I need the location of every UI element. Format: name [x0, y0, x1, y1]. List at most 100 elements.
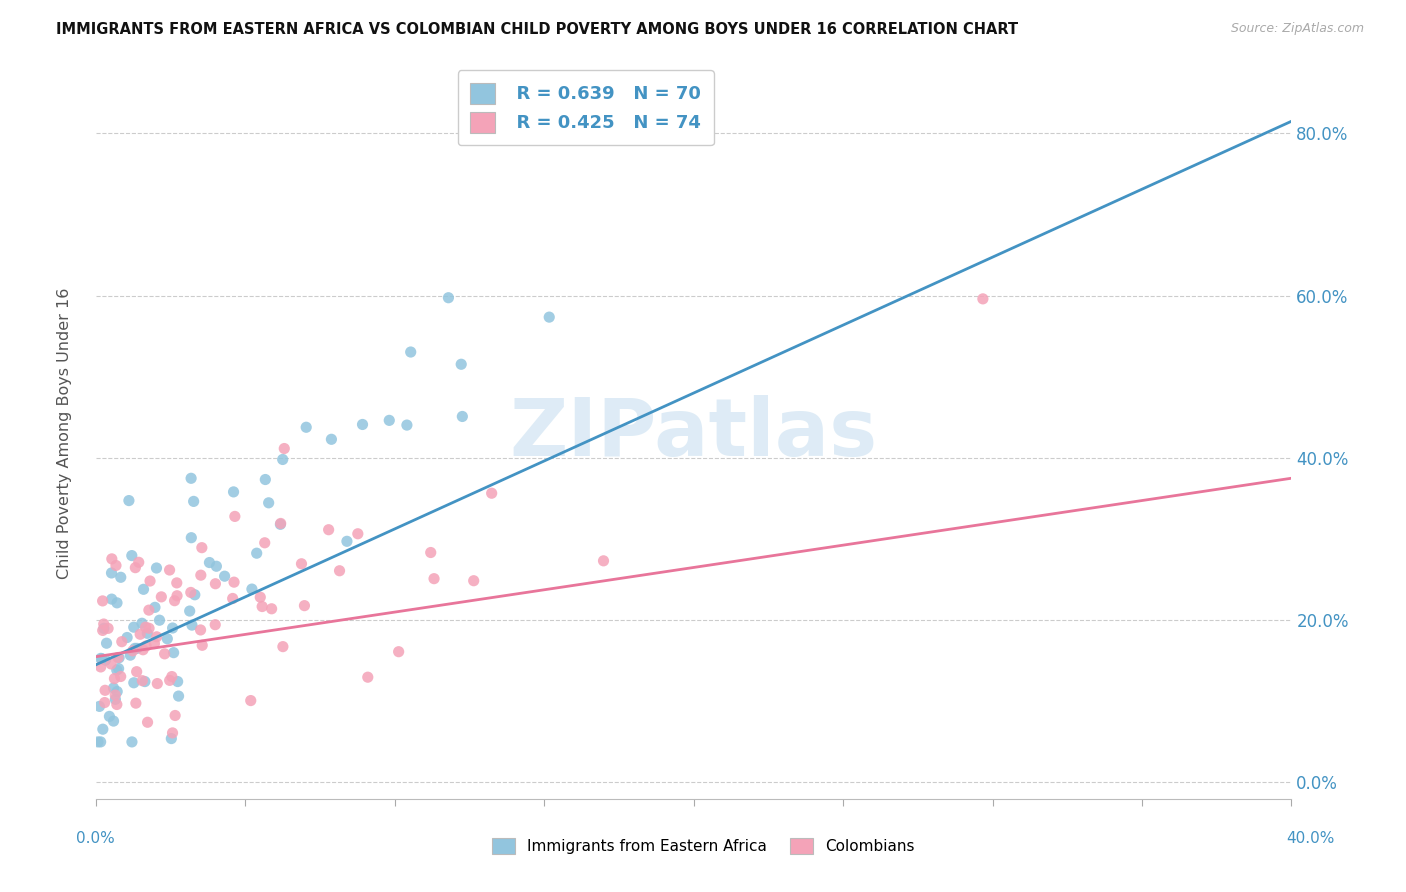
Point: [100, 657, 122, 671]
Point: [592, 554, 614, 568]
Point: [180, 531, 202, 545]
Point: [451, 409, 474, 424]
Point: [214, 569, 236, 583]
Point: [166, 674, 188, 689]
Point: [481, 486, 503, 500]
Legend: Immigrants from Eastern Africa, Colombians: Immigrants from Eastern Africa, Colombia…: [484, 830, 922, 862]
Point: [222, 575, 245, 590]
Point: [240, 582, 263, 596]
Point: [450, 357, 472, 371]
Point: [121, 549, 143, 563]
Point: [159, 673, 181, 688]
Point: [163, 593, 186, 607]
Point: [180, 585, 202, 599]
Point: [94, 683, 117, 698]
Point: [198, 556, 221, 570]
Point: [423, 572, 446, 586]
Point: [124, 641, 146, 656]
Text: IMMIGRANTS FROM EASTERN AFRICA VS COLOMBIAN CHILD POVERTY AMONG BOYS UNDER 16 CO: IMMIGRANTS FROM EASTERN AFRICA VS COLOMB…: [56, 22, 1018, 37]
Point: [121, 735, 143, 749]
Point: [388, 645, 411, 659]
Point: [166, 589, 188, 603]
Point: [162, 726, 184, 740]
Point: [160, 669, 183, 683]
Point: [204, 617, 226, 632]
Point: [124, 560, 146, 574]
Point: [295, 420, 318, 434]
Point: [136, 715, 159, 730]
Point: [378, 413, 401, 427]
Point: [139, 574, 162, 588]
Point: [105, 698, 128, 712]
Point: [148, 613, 170, 627]
Point: [181, 618, 204, 632]
Point: [91, 722, 114, 736]
Point: [146, 676, 169, 690]
Point: [103, 681, 125, 695]
Text: 40.0%: 40.0%: [1286, 831, 1334, 846]
Point: [294, 599, 316, 613]
Point: [346, 526, 368, 541]
Text: ZIPatlas: ZIPatlas: [509, 394, 877, 473]
Point: [107, 650, 129, 665]
Point: [191, 638, 214, 652]
Point: [222, 484, 245, 499]
Point: [90, 660, 112, 674]
Point: [131, 616, 153, 631]
Point: [134, 674, 156, 689]
Text: 0.0%: 0.0%: [76, 831, 115, 846]
Point: [131, 673, 153, 688]
Point: [239, 693, 262, 707]
Point: [108, 650, 131, 665]
Point: [246, 546, 269, 560]
Point: [270, 516, 292, 531]
Point: [191, 541, 214, 555]
Point: [179, 604, 201, 618]
Point: [98, 709, 121, 723]
Point: [128, 555, 150, 569]
Point: [115, 631, 138, 645]
Point: [132, 642, 155, 657]
Point: [104, 558, 127, 573]
Point: [160, 731, 183, 746]
Point: [162, 646, 184, 660]
Legend:   R = 0.639   N = 70,   R = 0.425   N = 74: R = 0.639 N = 70, R = 0.425 N = 74: [457, 70, 714, 145]
Point: [183, 494, 205, 508]
Point: [399, 345, 422, 359]
Point: [290, 557, 312, 571]
Point: [328, 564, 350, 578]
Point: [87, 735, 110, 749]
Point: [93, 696, 115, 710]
Point: [89, 699, 111, 714]
Point: [419, 545, 441, 559]
Point: [122, 675, 145, 690]
Point: [156, 632, 179, 646]
Point: [318, 523, 340, 537]
Point: [250, 599, 273, 614]
Point: [107, 662, 129, 676]
Point: [159, 563, 181, 577]
Point: [118, 493, 141, 508]
Point: [91, 594, 114, 608]
Point: [254, 473, 277, 487]
Point: [205, 559, 228, 574]
Point: [103, 672, 125, 686]
Point: [135, 639, 157, 653]
Point: [132, 582, 155, 597]
Point: [253, 536, 276, 550]
Point: [463, 574, 485, 588]
Point: [437, 291, 460, 305]
Point: [93, 621, 115, 635]
Point: [249, 591, 271, 605]
Point: [135, 620, 157, 634]
Point: [93, 617, 115, 632]
Point: [271, 640, 294, 654]
Point: [145, 561, 167, 575]
Point: [166, 575, 188, 590]
Point: [165, 708, 187, 723]
Point: [336, 534, 359, 549]
Point: [190, 568, 212, 582]
Point: [121, 644, 143, 658]
Point: [273, 442, 295, 456]
Point: [321, 432, 343, 446]
